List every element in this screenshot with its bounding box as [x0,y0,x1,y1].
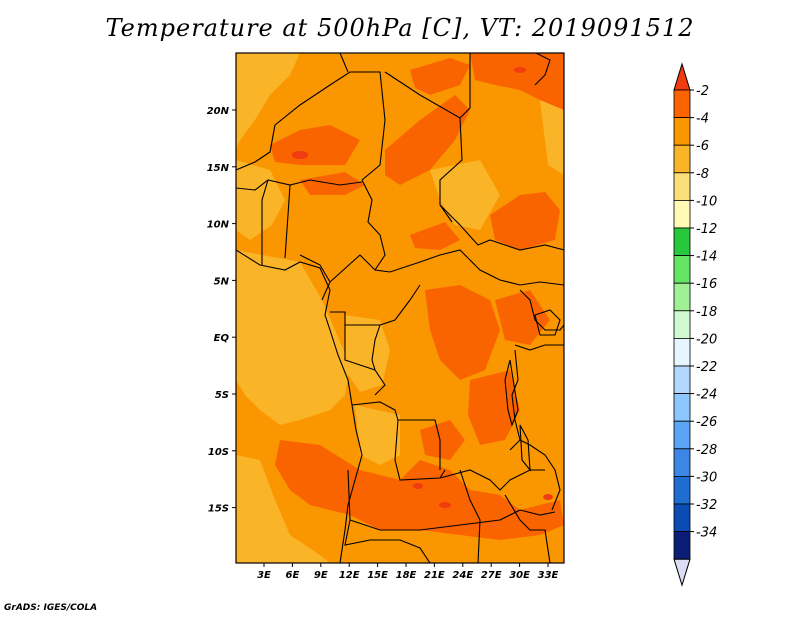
colorbar-swatch [673,531,691,560]
colorbar-swatch [673,337,691,367]
colorbar-bottom-arrow [673,558,691,587]
colorbar-swatch [673,393,691,422]
colorbar-label: -24 [696,388,717,403]
colorbar-label: -10 [696,194,717,209]
lon-label: 30E [509,570,530,581]
atlantic-coastline [236,249,363,563]
longitude-axis: 3E 6E 9E 12E 15E 18E 21E 24E 27E 30E 33E [257,563,559,581]
colorbar-swatch [673,89,691,119]
colorbar-swatch [673,172,691,201]
lat-label: 15N [207,163,230,174]
country-borders [236,53,564,563]
colorbar-swatch [673,420,691,450]
lat-label: 10N [207,220,230,231]
lon-label: 33E [538,570,559,581]
colorbar-label: -20 [696,332,717,347]
light-orange-regions [236,53,564,563]
colorbar-label: -4 [696,112,709,127]
colorbar-label: -30 [696,470,717,485]
colorbar-label: -12 [696,222,717,237]
colorbar-label: -8 [696,167,709,182]
colorbar-label: -26 [696,415,717,430]
colorbar-label: -16 [696,277,717,292]
colorbar-swatch [673,365,691,395]
colorbar-label: -34 [696,526,717,541]
colorbar-swatch [673,282,691,312]
colorbar-label: -6 [696,139,709,154]
lon-label: 18E [396,570,417,581]
latitude-axis: 20N 15N 10N 5N EQ 5S 10S 15S [207,106,236,515]
colorbar-swatch [673,503,691,533]
colorbar-top-arrow [673,62,691,91]
colorbar-swatch [673,144,691,174]
colorbar-label: -22 [696,360,717,375]
lat-label: 15S [208,504,229,515]
lat-label: EQ [214,333,230,344]
colorbar-label: -14 [696,250,717,265]
lon-label: 12E [339,570,360,581]
map-title: Temperature at 500hPa [C], VT: 201909151… [105,14,695,42]
colorbar-label: -28 [696,443,717,458]
lon-label: 6E [286,570,300,581]
red-specks [292,67,553,508]
colorbar-label: -2 [696,84,709,99]
colorbar-swatch [673,199,691,229]
colorbar: -2 -4 -6 -8 -10 -12 -14 -16 -18 -20 -22 -24 -26 -28 -3… [673,62,717,587]
dark-orange-regions [270,53,564,540]
lon-label: 9E [314,570,328,581]
lat-label: 10S [208,447,229,458]
lon-label: 21E [424,570,445,581]
colorbar-swatch [673,448,691,477]
lat-label: 5S [215,390,229,401]
lon-label: 27E [481,570,502,581]
colorbar-label: -32 [696,498,717,513]
lat-label: 5N [214,276,230,287]
lon-label: 3E [257,570,271,581]
temperature-field [236,53,564,563]
colorbar-swatch [673,255,691,284]
lon-label: 15E [367,570,388,581]
colorbar-swatch [673,310,691,339]
map-frame [235,52,565,564]
red-sea-coast [534,53,551,86]
lat-label: 20N [207,106,230,117]
lon-label: 24E [452,570,473,581]
grads-credit: GrADS: IGES/COLA [4,603,98,613]
colorbar-swatch [673,227,691,257]
lakes [504,309,561,516]
colorbar-label: -18 [696,305,717,320]
colorbar-swatch [673,117,691,146]
colorbar-swatch [673,475,691,505]
